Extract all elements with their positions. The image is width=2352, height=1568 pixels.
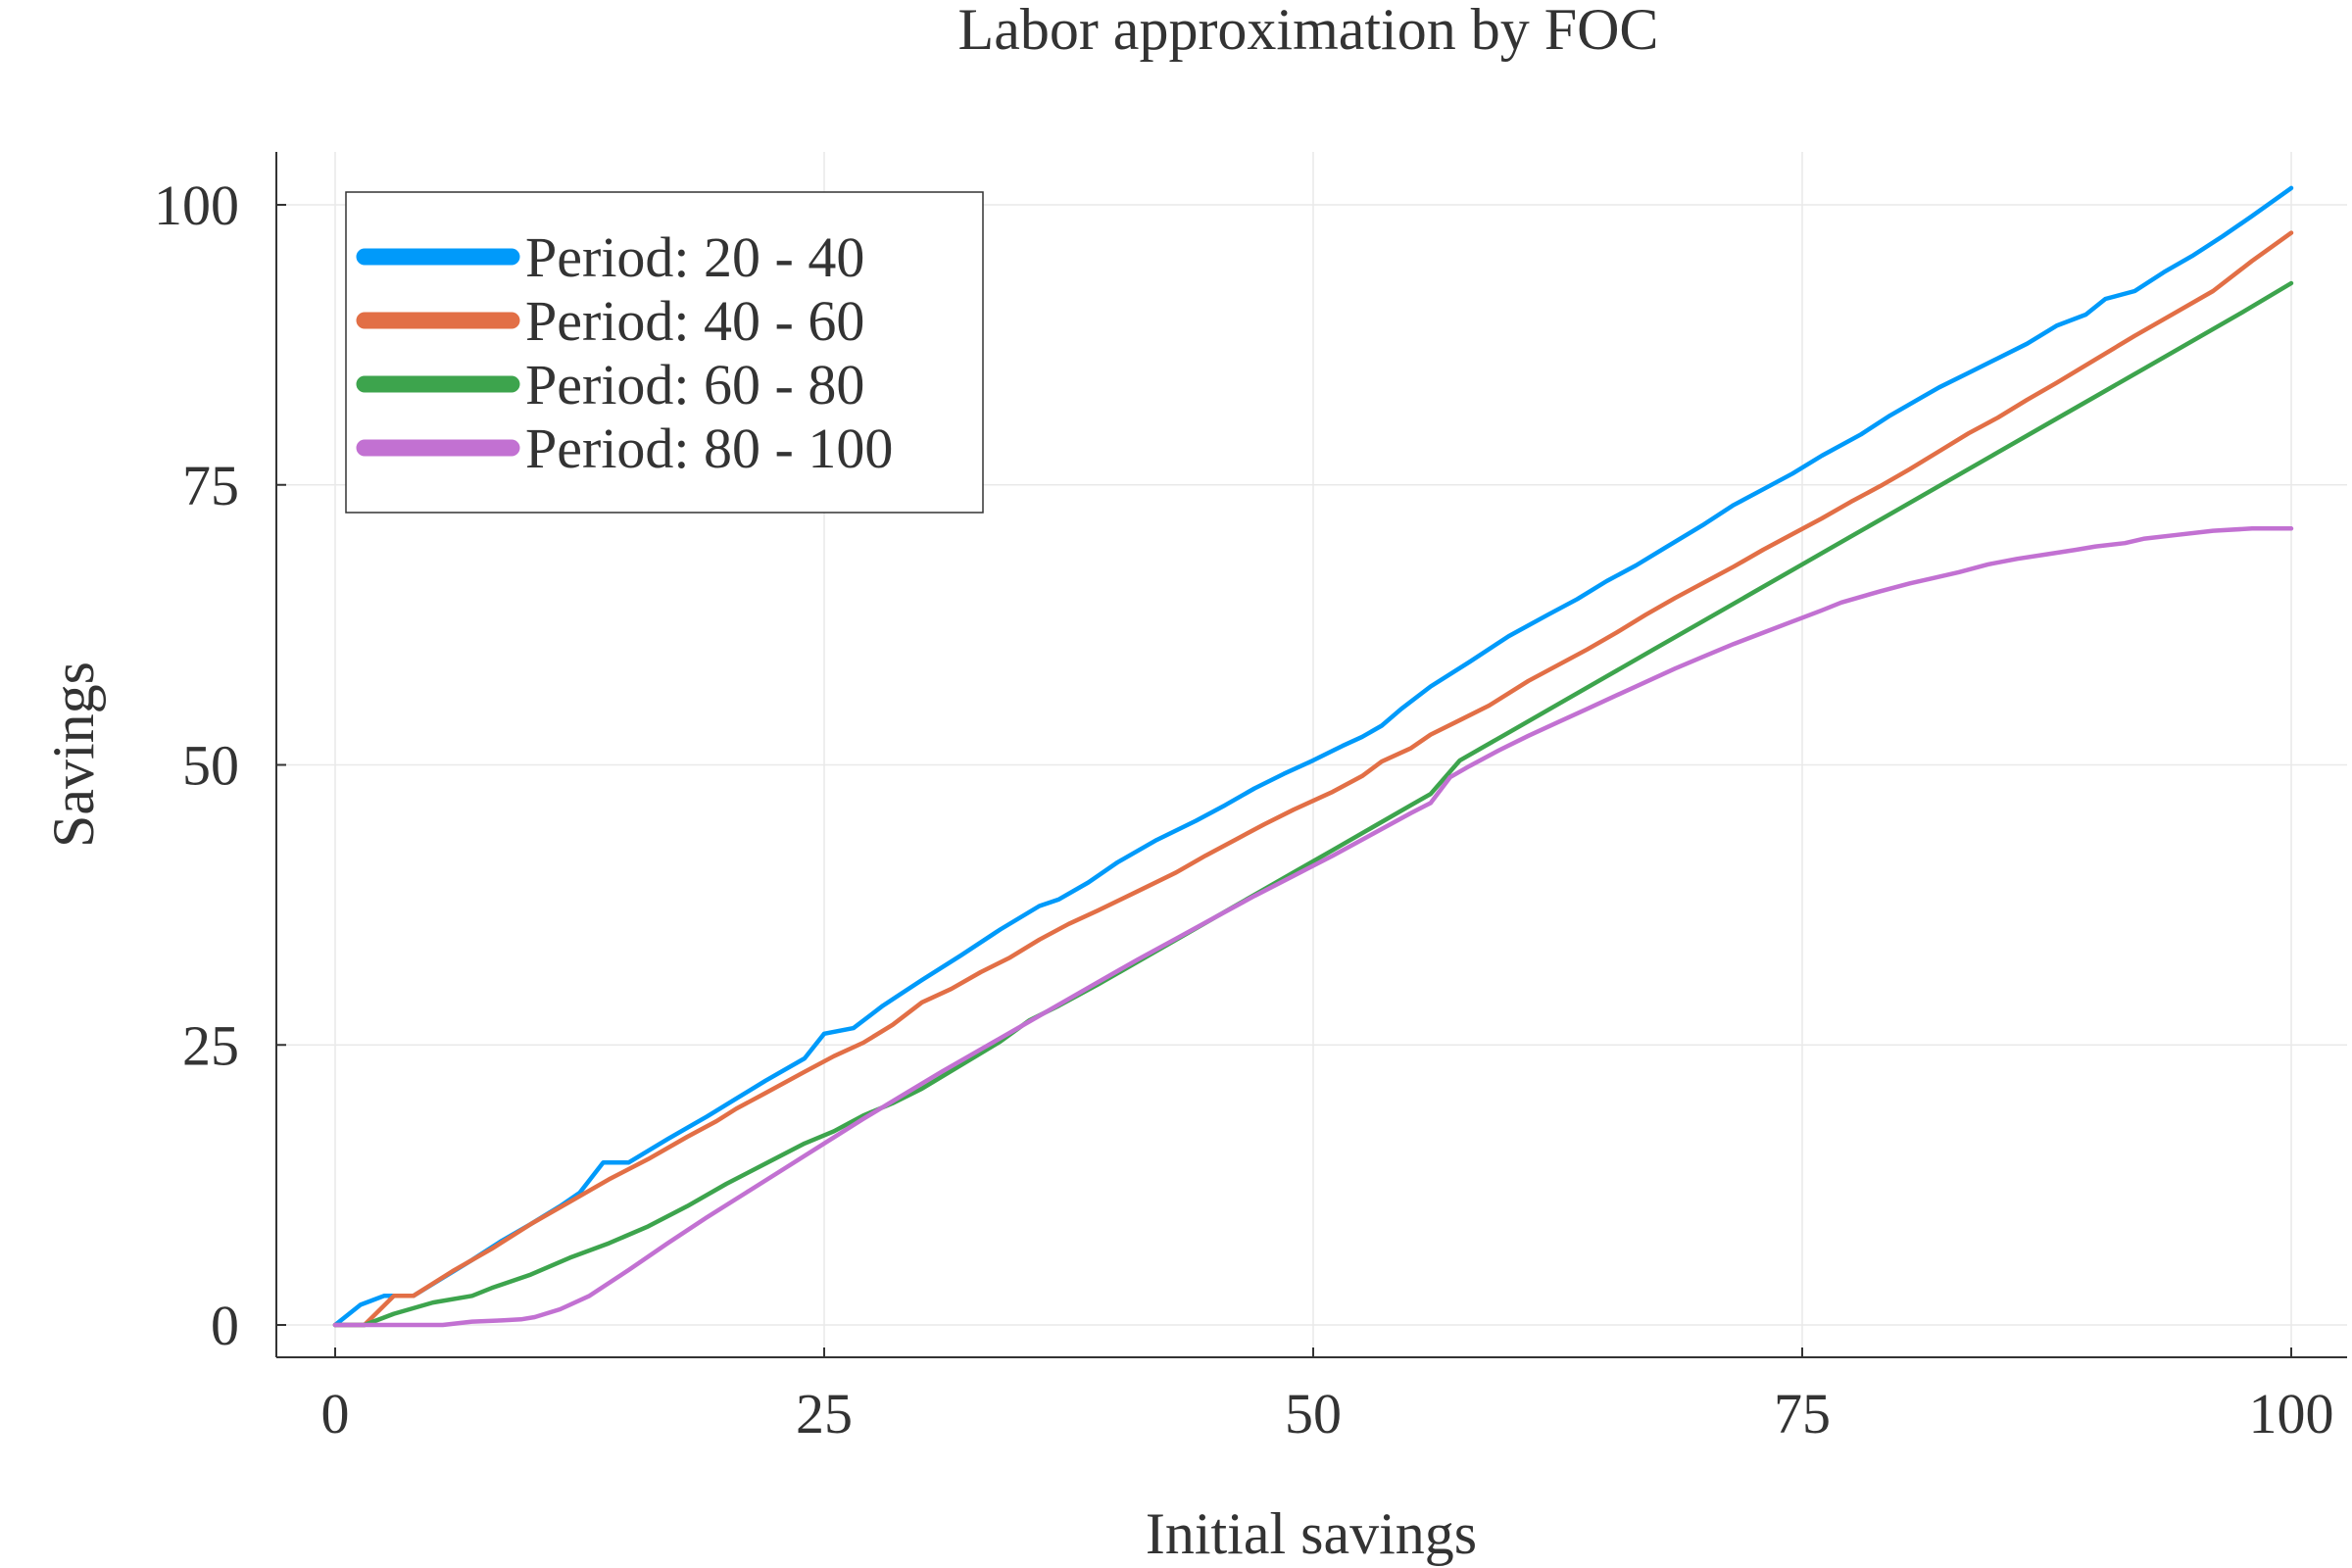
x-tick-label: 50 bbox=[1285, 1382, 1342, 1446]
x-tick-label: 100 bbox=[2249, 1382, 2334, 1446]
series-line-1 bbox=[332, 185, 2294, 1328]
x-axis-label: Initial savings bbox=[1146, 1501, 1477, 1566]
y-tick-label: 75 bbox=[182, 454, 239, 517]
legend-label-1: Period: 20 - 40 bbox=[525, 225, 864, 289]
y-tick-label: 50 bbox=[182, 734, 239, 798]
legend-box bbox=[345, 191, 984, 514]
y-tick-label: 25 bbox=[182, 1013, 239, 1077]
legend-label-2: Period: 40 - 60 bbox=[525, 289, 864, 353]
chart-title: Labor approximation by FOC bbox=[958, 0, 1659, 62]
y-tick-label: 100 bbox=[154, 173, 239, 237]
series-line-4 bbox=[332, 526, 2294, 1328]
y-axis-label: Savings bbox=[41, 662, 106, 848]
series-line-2 bbox=[332, 230, 2294, 1328]
y-tick-label: 0 bbox=[211, 1294, 239, 1357]
series-lines bbox=[332, 185, 2294, 1328]
legend-label-3: Period: 60 - 80 bbox=[525, 353, 864, 416]
x-tick-label: 25 bbox=[796, 1382, 853, 1446]
ticks: 0 25 50 75 100 0 25 50 75 100 bbox=[154, 173, 2334, 1446]
x-tick-label: 75 bbox=[1774, 1382, 1831, 1446]
legend-label-4: Period: 80 - 100 bbox=[525, 416, 893, 480]
x-tick-label: 0 bbox=[321, 1382, 350, 1446]
